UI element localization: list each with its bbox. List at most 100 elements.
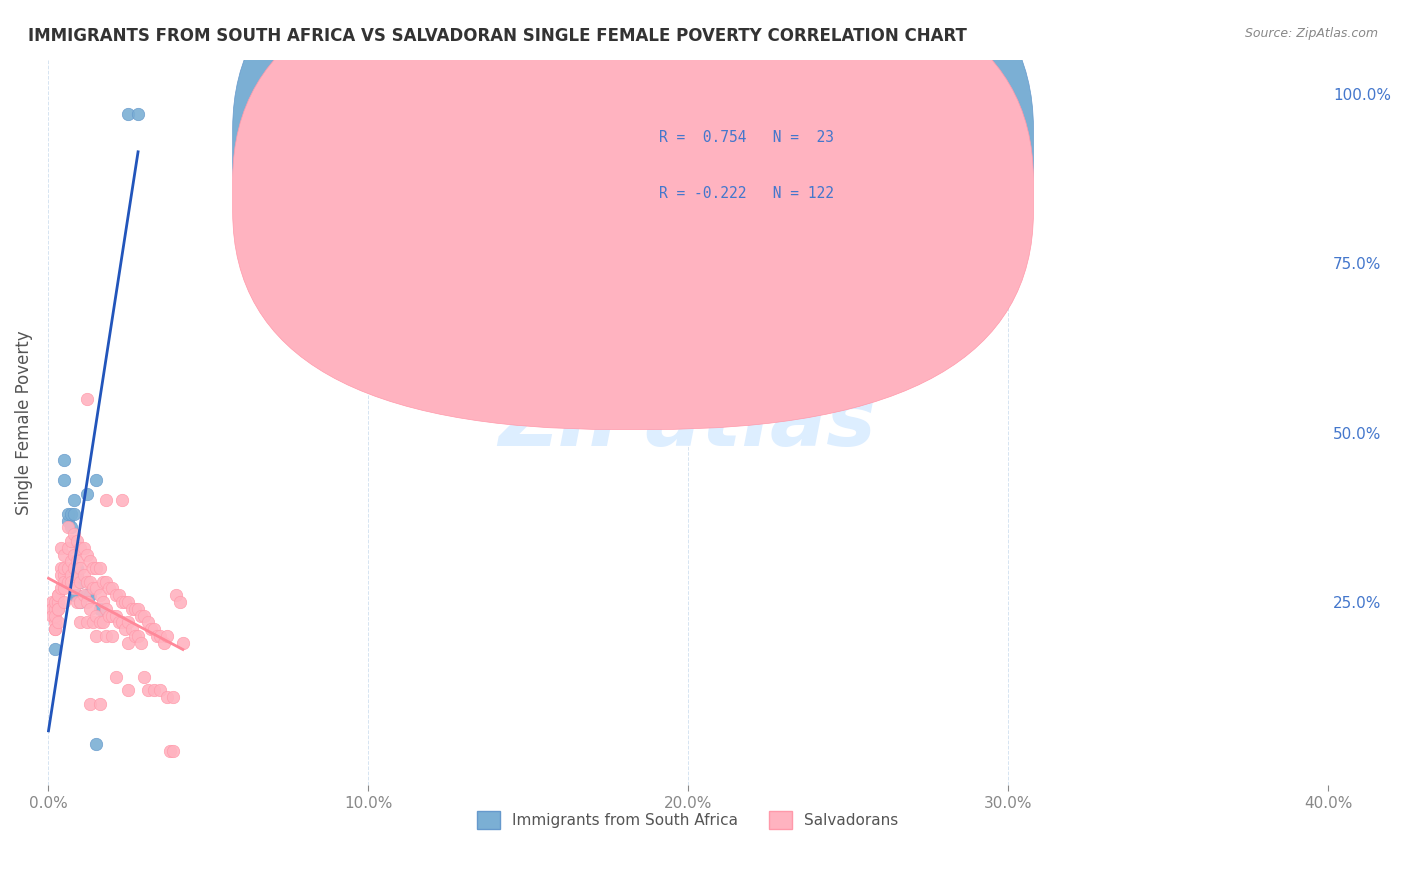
Point bbox=[76, 615, 98, 630]
FancyBboxPatch shape bbox=[232, 0, 1033, 379]
Text: R =  0.754   N =  23: R = 0.754 N = 23 bbox=[659, 130, 834, 145]
Point bbox=[76, 486, 98, 500]
Point bbox=[59, 568, 82, 582]
Point bbox=[73, 568, 96, 582]
Point bbox=[56, 541, 79, 555]
Point bbox=[143, 683, 166, 698]
Point bbox=[56, 574, 79, 589]
Point bbox=[82, 561, 104, 575]
Point bbox=[69, 595, 91, 609]
Point bbox=[86, 473, 108, 487]
Point bbox=[66, 561, 89, 575]
Point bbox=[46, 588, 69, 602]
Point bbox=[53, 473, 76, 487]
Text: Source: ZipAtlas.com: Source: ZipAtlas.com bbox=[1244, 27, 1378, 40]
Point bbox=[82, 615, 104, 630]
Point bbox=[143, 622, 166, 636]
Point bbox=[111, 615, 134, 630]
Legend: Immigrants from South Africa, Salvadorans: Immigrants from South Africa, Salvadoran… bbox=[471, 805, 904, 836]
Point bbox=[41, 602, 63, 616]
Point bbox=[89, 588, 111, 602]
Point bbox=[79, 697, 101, 711]
Point bbox=[91, 595, 114, 609]
Point bbox=[63, 493, 86, 508]
Point bbox=[139, 622, 162, 636]
Point bbox=[108, 615, 131, 630]
Point bbox=[66, 595, 89, 609]
Point bbox=[104, 608, 127, 623]
Point bbox=[82, 582, 104, 596]
Point bbox=[66, 588, 89, 602]
Point bbox=[89, 697, 111, 711]
Y-axis label: Single Female Poverty: Single Female Poverty bbox=[15, 330, 32, 515]
Point bbox=[46, 588, 69, 602]
Point bbox=[152, 636, 174, 650]
Point bbox=[101, 582, 124, 596]
Point bbox=[73, 541, 96, 555]
Point bbox=[56, 520, 79, 534]
Point bbox=[41, 608, 63, 623]
Point bbox=[129, 608, 152, 623]
Point bbox=[63, 582, 86, 596]
Point bbox=[51, 568, 73, 582]
Point bbox=[149, 683, 172, 698]
Point bbox=[41, 595, 63, 609]
Point bbox=[69, 541, 91, 555]
Point bbox=[94, 629, 117, 643]
Point bbox=[53, 548, 76, 562]
Point bbox=[44, 615, 66, 630]
Point bbox=[94, 574, 117, 589]
Point bbox=[69, 574, 91, 589]
Point bbox=[149, 629, 172, 643]
Point bbox=[86, 582, 108, 596]
Point bbox=[56, 507, 79, 521]
Point bbox=[117, 595, 139, 609]
Point bbox=[94, 493, 117, 508]
Point bbox=[53, 561, 76, 575]
FancyBboxPatch shape bbox=[598, 125, 905, 248]
Point bbox=[104, 588, 127, 602]
Point bbox=[117, 636, 139, 650]
Point bbox=[89, 561, 111, 575]
Point bbox=[69, 561, 91, 575]
Point bbox=[101, 629, 124, 643]
Point bbox=[51, 561, 73, 575]
Point bbox=[136, 615, 159, 630]
Point bbox=[59, 554, 82, 568]
Point bbox=[53, 582, 76, 596]
Point bbox=[79, 588, 101, 602]
Point bbox=[166, 588, 188, 602]
Point bbox=[111, 595, 134, 609]
Point bbox=[76, 588, 98, 602]
Point bbox=[108, 588, 131, 602]
Point bbox=[53, 595, 76, 609]
Point bbox=[69, 615, 91, 630]
Point bbox=[66, 554, 89, 568]
Point bbox=[66, 568, 89, 582]
Point bbox=[63, 507, 86, 521]
Point bbox=[117, 107, 139, 121]
Point bbox=[59, 534, 82, 549]
Point bbox=[46, 615, 69, 630]
Point bbox=[79, 602, 101, 616]
Point bbox=[76, 392, 98, 406]
Point bbox=[46, 602, 69, 616]
Point bbox=[86, 608, 108, 623]
Point bbox=[86, 561, 108, 575]
Point bbox=[46, 595, 69, 609]
Point bbox=[162, 690, 184, 704]
Point bbox=[98, 582, 121, 596]
Point bbox=[59, 507, 82, 521]
FancyBboxPatch shape bbox=[232, 0, 1033, 430]
Point bbox=[69, 595, 91, 609]
Point bbox=[156, 629, 179, 643]
Point bbox=[53, 574, 76, 589]
Point bbox=[91, 574, 114, 589]
Point bbox=[172, 636, 194, 650]
Point bbox=[169, 595, 191, 609]
Point bbox=[66, 534, 89, 549]
Point bbox=[51, 541, 73, 555]
Point bbox=[79, 554, 101, 568]
Point bbox=[89, 615, 111, 630]
Point bbox=[146, 629, 169, 643]
